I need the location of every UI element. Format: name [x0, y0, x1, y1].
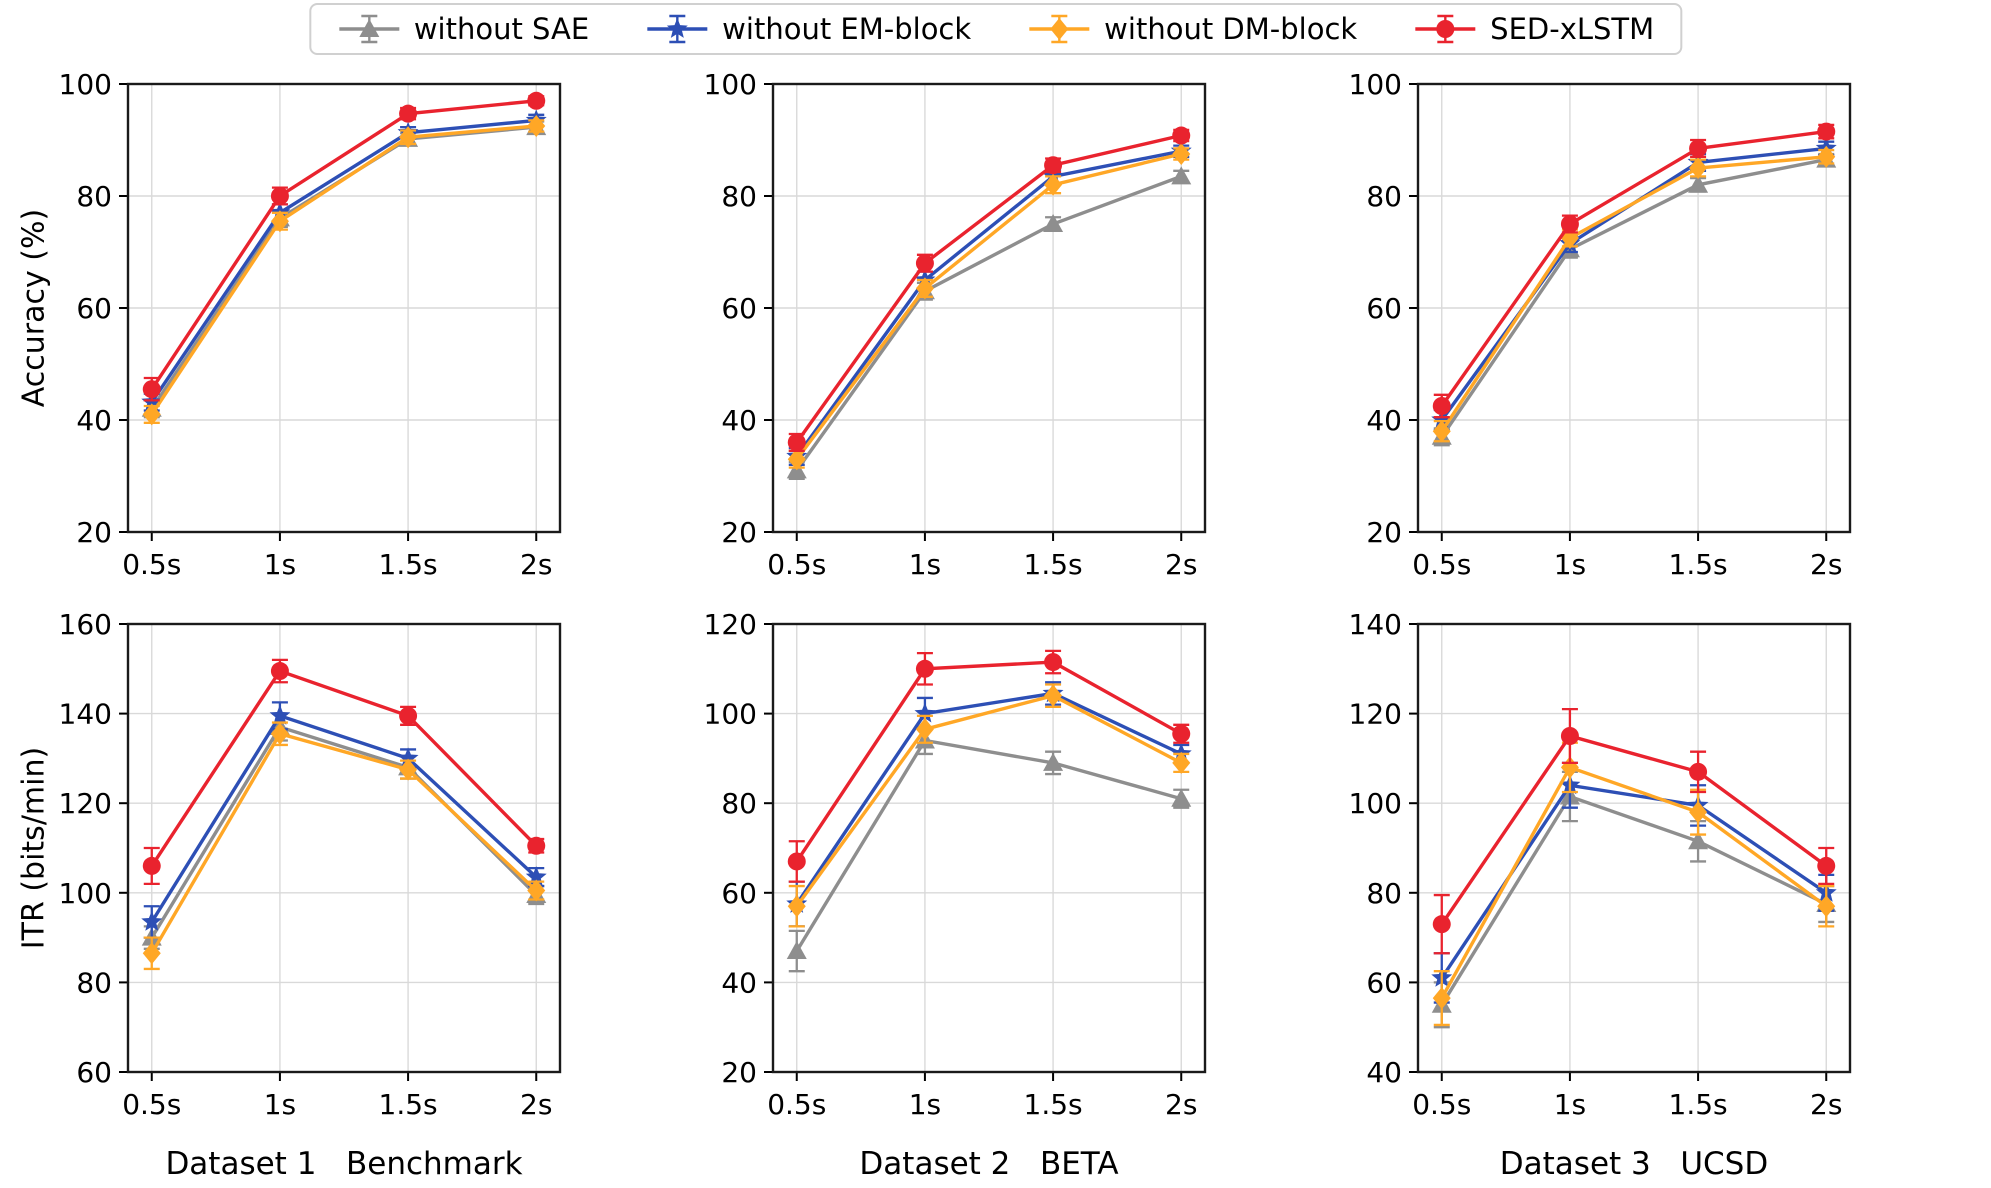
svg-text:1s: 1s	[264, 1088, 296, 1121]
svg-text:0.5s: 0.5s	[767, 1088, 826, 1121]
svg-text:1.5s: 1.5s	[1024, 1088, 1083, 1121]
caption-dataset-1: Dataset 1 Benchmark	[165, 1146, 523, 1182]
svg-text:80: 80	[76, 966, 112, 999]
svg-text:1s: 1s	[1554, 1088, 1586, 1121]
legend-label: without DM-block	[1104, 12, 1358, 46]
svg-text:1.5s: 1.5s	[1669, 548, 1728, 581]
svg-text:120: 120	[704, 608, 757, 641]
svg-text:100: 100	[59, 877, 112, 910]
svg-text:160: 160	[59, 608, 112, 641]
svg-text:0.5s: 0.5s	[1412, 1088, 1471, 1121]
legend-label: SED-xLSTM	[1490, 12, 1655, 46]
svg-text:100: 100	[1349, 68, 1402, 101]
errorbar-triangle-icon	[338, 14, 399, 44]
svg-text:20: 20	[76, 516, 112, 549]
svg-text:140: 140	[59, 698, 112, 731]
svg-text:1.5s: 1.5s	[1024, 548, 1083, 581]
legend-item-without-dm-block: without DM-block	[1027, 12, 1357, 46]
svg-text:2s: 2s	[1165, 1088, 1197, 1121]
legend-label: without EM-block	[722, 12, 972, 46]
svg-text:40: 40	[1366, 404, 1402, 437]
chart-itr-dataset-2: 20 40 60 80 100 120 0.5s 1s 1.5s 2s	[704, 608, 1207, 1121]
svg-text:100: 100	[704, 698, 757, 731]
svg-text:20: 20	[721, 1056, 757, 1089]
svg-text:80: 80	[1366, 180, 1402, 213]
legend-item-without-sae: without SAE	[337, 12, 589, 46]
svg-text:40: 40	[1366, 1056, 1402, 1089]
svg-text:140: 140	[1349, 608, 1402, 641]
svg-text:60: 60	[76, 1056, 112, 1089]
svg-text:120: 120	[59, 787, 112, 820]
legend-label: without SAE	[413, 12, 590, 46]
legend-item-without-em-block: without EM-block	[645, 12, 971, 46]
svg-text:20: 20	[1366, 516, 1402, 549]
svg-text:1s: 1s	[909, 1088, 941, 1121]
svg-text:60: 60	[721, 292, 757, 325]
svg-text:2s: 2s	[1810, 1088, 1842, 1121]
charts-grid: 20 40 60 80 100 0.5s 1s 1.5s 2s 20 40 60 80 100 0.5s 1…	[28, 66, 1963, 1186]
svg-text:0.5s: 0.5s	[1412, 548, 1471, 581]
svg-text:20: 20	[721, 516, 757, 549]
svg-text:0.5s: 0.5s	[122, 1088, 181, 1121]
legend-item-sed-xlstm: SED-xLSTM	[1413, 12, 1654, 46]
svg-text:80: 80	[1366, 877, 1402, 910]
caption-dataset-3: Dataset 3 UCSD	[1499, 1146, 1769, 1182]
svg-text:1s: 1s	[264, 548, 296, 581]
svg-text:1s: 1s	[909, 548, 941, 581]
svg-text:2s: 2s	[1165, 548, 1197, 581]
svg-text:2s: 2s	[520, 1088, 552, 1121]
chart-itr-dataset-1: 60 80 100 120 140 160 0.5s 1s 1.5s 2s	[59, 608, 562, 1121]
chart-accuracy-dataset-1: 20 40 60 80 100 0.5s 1s 1.5s 2s	[59, 68, 562, 581]
svg-text:1.5s: 1.5s	[1669, 1088, 1728, 1121]
svg-text:100: 100	[1349, 787, 1402, 820]
svg-text:1.5s: 1.5s	[379, 1088, 438, 1121]
chart-accuracy-dataset-3: 20 40 60 80 100 0.5s 1s 1.5s 2s	[1349, 68, 1852, 581]
errorbar-diamond-icon	[1029, 14, 1090, 44]
svg-text:100: 100	[704, 68, 757, 101]
svg-text:40: 40	[721, 966, 757, 999]
svg-text:1s: 1s	[1554, 548, 1586, 581]
errorbar-circle-icon	[1415, 14, 1476, 44]
svg-text:40: 40	[721, 404, 757, 437]
svg-text:0.5s: 0.5s	[122, 548, 181, 581]
svg-text:2s: 2s	[520, 548, 552, 581]
svg-text:1.5s: 1.5s	[379, 548, 438, 581]
svg-text:80: 80	[721, 180, 757, 213]
svg-text:80: 80	[76, 180, 112, 213]
svg-text:60: 60	[1366, 966, 1402, 999]
svg-text:60: 60	[76, 292, 112, 325]
errorbar-star-icon	[647, 14, 708, 44]
svg-text:100: 100	[59, 68, 112, 101]
svg-text:60: 60	[1366, 292, 1402, 325]
svg-text:60: 60	[721, 877, 757, 910]
caption-dataset-2: Dataset 2 BETA	[859, 1146, 1119, 1182]
svg-text:40: 40	[76, 404, 112, 437]
svg-text:2s: 2s	[1810, 548, 1842, 581]
svg-text:120: 120	[1349, 698, 1402, 731]
legend: without SAE without EM-block without DM-…	[308, 3, 1683, 55]
chart-itr-dataset-3: 40 60 80 100 120 140 0.5s 1s 1.5s 2s	[1349, 608, 1852, 1121]
chart-accuracy-dataset-2: 20 40 60 80 100 0.5s 1s 1.5s 2s	[704, 68, 1207, 581]
svg-text:0.5s: 0.5s	[767, 548, 826, 581]
svg-text:80: 80	[721, 787, 757, 820]
